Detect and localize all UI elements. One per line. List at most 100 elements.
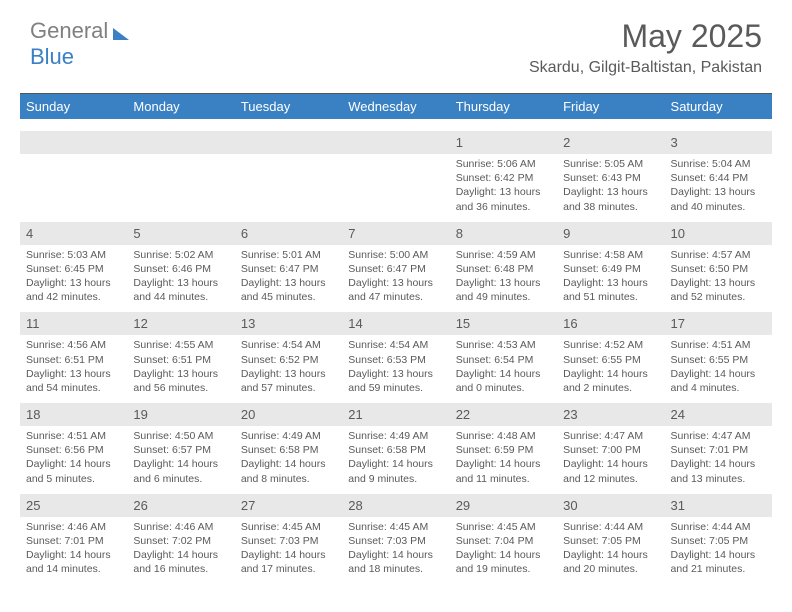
day-body: Sunrise: 4:45 AMSunset: 7:03 PMDaylight:… [235, 517, 342, 585]
day-body: Sunrise: 4:46 AMSunset: 7:01 PMDaylight:… [20, 517, 127, 585]
day-cell: 18Sunrise: 4:51 AMSunset: 6:56 PMDayligh… [20, 403, 127, 494]
spacer-cell [20, 119, 127, 131]
daylight-text: Daylight: 14 hours and 5 minutes. [26, 457, 121, 485]
day-number: 9 [557, 222, 664, 245]
day-body: Sunrise: 4:49 AMSunset: 6:58 PMDaylight:… [342, 426, 449, 494]
day-cell: 16Sunrise: 4:52 AMSunset: 6:55 PMDayligh… [557, 312, 664, 403]
day-body: Sunrise: 4:52 AMSunset: 6:55 PMDaylight:… [557, 335, 664, 403]
day-cell: 2Sunrise: 5:05 AMSunset: 6:43 PMDaylight… [557, 131, 664, 222]
page-title: May 2025 [529, 18, 762, 55]
sunrise-text: Sunrise: 5:04 AM [671, 157, 766, 171]
day-body: Sunrise: 4:45 AMSunset: 7:04 PMDaylight:… [450, 517, 557, 585]
day-cell: 1Sunrise: 5:06 AMSunset: 6:42 PMDaylight… [450, 131, 557, 222]
day-cell: 24Sunrise: 4:47 AMSunset: 7:01 PMDayligh… [665, 403, 772, 494]
sunset-text: Sunset: 7:02 PM [133, 534, 228, 548]
sunrise-text: Sunrise: 4:44 AM [671, 520, 766, 534]
day-number: 31 [665, 494, 772, 517]
day-number: 17 [665, 312, 772, 335]
day-cell: 14Sunrise: 4:54 AMSunset: 6:53 PMDayligh… [342, 312, 449, 403]
sunrise-text: Sunrise: 4:54 AM [241, 338, 336, 352]
daylight-text: Daylight: 14 hours and 17 minutes. [241, 548, 336, 576]
day-body: Sunrise: 4:44 AMSunset: 7:05 PMDaylight:… [557, 517, 664, 585]
daylight-text: Daylight: 13 hours and 40 minutes. [671, 185, 766, 213]
day-body: Sunrise: 4:48 AMSunset: 6:59 PMDaylight:… [450, 426, 557, 494]
sunset-text: Sunset: 6:44 PM [671, 171, 766, 185]
header: General May 2025 Skardu, Gilgit-Baltista… [0, 0, 792, 85]
day-cell: 15 Sunrise: 4:53 AMSunset: 6:54 PMDayligh… [450, 312, 557, 403]
daylight-text: Daylight: 13 hours and 49 minutes. [456, 276, 551, 304]
day-number [127, 131, 234, 154]
daylight-text: Daylight: 14 hours and 14 minutes. [26, 548, 121, 576]
day-cell: 21Sunrise: 4:49 AMSunset: 6:58 PMDayligh… [342, 403, 449, 494]
day-cell: 8Sunrise: 4:59 AMSunset: 6:48 PMDaylight… [450, 222, 557, 313]
sunrise-text: Sunrise: 4:46 AM [26, 520, 121, 534]
daylight-text: Daylight: 14 hours and 12 minutes. [563, 457, 658, 485]
sunrise-text: Sunrise: 4:54 AM [348, 338, 443, 352]
day-body: Sunrise: 5:01 AMSunset: 6:47 PMDaylight:… [235, 245, 342, 313]
sunrise-text: Sunrise: 4:53 AM [456, 338, 551, 352]
sunset-text: Sunset: 7:04 PM [456, 534, 551, 548]
day-cell: 23Sunrise: 4:47 AMSunset: 7:00 PMDayligh… [557, 403, 664, 494]
day-body: Sunrise: 4:57 AMSunset: 6:50 PMDaylight:… [665, 245, 772, 313]
logo-triangle-icon [113, 28, 129, 40]
spacer-cell [450, 119, 557, 131]
logo-blue-wrap: Blue [30, 44, 74, 70]
weekday-header: Saturday [665, 94, 772, 119]
sunset-text: Sunset: 7:05 PM [671, 534, 766, 548]
sunrise-text: Sunrise: 4:47 AM [563, 429, 658, 443]
sunset-text: Sunset: 6:49 PM [563, 262, 658, 276]
day-cell: 12Sunrise: 4:55 AMSunset: 6:51 PMDayligh… [127, 312, 234, 403]
day-number: 7 [342, 222, 449, 245]
day-body: Sunrise: 4:46 AMSunset: 7:02 PMDaylight:… [127, 517, 234, 585]
daylight-text: Daylight: 13 hours and 36 minutes. [456, 185, 551, 213]
sunset-text: Sunset: 6:54 PM [456, 353, 551, 367]
sunrise-text: Sunrise: 5:05 AM [563, 157, 658, 171]
day-number: 18 [20, 403, 127, 426]
day-cell: 25Sunrise: 4:46 AMSunset: 7:01 PMDayligh… [20, 494, 127, 585]
sunrise-text: Sunrise: 4:59 AM [456, 248, 551, 262]
day-cell: 5Sunrise: 5:02 AMSunset: 6:46 PMDaylight… [127, 222, 234, 313]
day-body: Sunrise: 4:54 AMSunset: 6:53 PMDaylight:… [342, 335, 449, 403]
sunset-text: Sunset: 7:01 PM [671, 443, 766, 457]
day-number: 27 [235, 494, 342, 517]
sunrise-text: Sunrise: 4:58 AM [563, 248, 658, 262]
sunrise-text: Sunrise: 4:51 AM [671, 338, 766, 352]
spacer-cell [127, 119, 234, 131]
day-cell: 26Sunrise: 4:46 AMSunset: 7:02 PMDayligh… [127, 494, 234, 585]
day-number: 22 [450, 403, 557, 426]
spacer-cell [665, 119, 772, 131]
day-number: 26 [127, 494, 234, 517]
sunrise-text: Sunrise: 4:49 AM [348, 429, 443, 443]
sunrise-text: Sunrise: 4:46 AM [133, 520, 228, 534]
spacer-row [20, 119, 772, 131]
day-cell: 20Sunrise: 4:49 AMSunset: 6:58 PMDayligh… [235, 403, 342, 494]
daylight-text: Daylight: 14 hours and 4 minutes. [671, 367, 766, 395]
sunrise-text: Sunrise: 4:51 AM [26, 429, 121, 443]
sunset-text: Sunset: 6:42 PM [456, 171, 551, 185]
weekday-header: Wednesday [342, 94, 449, 119]
daylight-text: Daylight: 14 hours and 13 minutes. [671, 457, 766, 485]
sunset-text: Sunset: 7:01 PM [26, 534, 121, 548]
day-body: Sunrise: 4:51 AMSunset: 6:55 PMDaylight:… [665, 335, 772, 403]
day-cell: 13Sunrise: 4:54 AMSunset: 6:52 PMDayligh… [235, 312, 342, 403]
day-body [20, 154, 127, 212]
day-cell: 7Sunrise: 5:00 AMSunset: 6:47 PMDaylight… [342, 222, 449, 313]
day-body: Sunrise: 4:55 AMSunset: 6:51 PMDaylight:… [127, 335, 234, 403]
day-body: Sunrise: 4:51 AMSunset: 6:56 PMDaylight:… [20, 426, 127, 494]
day-body: Sunrise: 4:45 AMSunset: 7:03 PMDaylight:… [342, 517, 449, 585]
day-cell: 28Sunrise: 4:45 AMSunset: 7:03 PMDayligh… [342, 494, 449, 585]
daylight-text: Daylight: 13 hours and 45 minutes. [241, 276, 336, 304]
week-row: 4Sunrise: 5:03 AMSunset: 6:45 PMDaylight… [20, 222, 772, 313]
daylight-text: Daylight: 14 hours and 18 minutes. [348, 548, 443, 576]
daylight-text: Daylight: 13 hours and 38 minutes. [563, 185, 658, 213]
daylight-text: Daylight: 14 hours and 0 minutes. [456, 367, 551, 395]
day-number: 30 [557, 494, 664, 517]
day-number: 15 [450, 312, 557, 335]
day-body: Sunrise: 5:02 AMSunset: 6:46 PMDaylight:… [127, 245, 234, 313]
sunset-text: Sunset: 6:46 PM [133, 262, 228, 276]
sunrise-text: Sunrise: 4:48 AM [456, 429, 551, 443]
weekday-header: Monday [127, 94, 234, 119]
day-number: 16 [557, 312, 664, 335]
day-cell: 22Sunrise: 4:48 AMSunset: 6:59 PMDayligh… [450, 403, 557, 494]
day-body: Sunrise: 4:58 AMSunset: 6:49 PMDaylight:… [557, 245, 664, 313]
